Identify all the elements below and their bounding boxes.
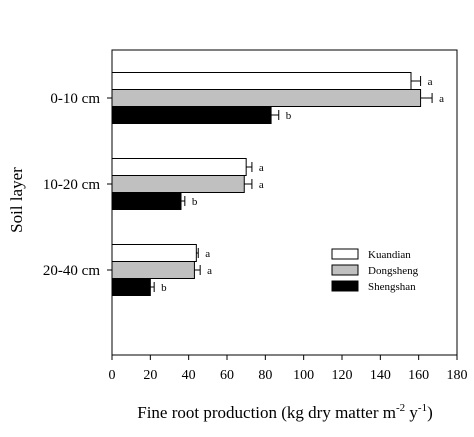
x-tick-label-4: 80 (258, 368, 272, 383)
category-label-2: 20-40 cm (43, 263, 100, 279)
legend-label-kuandian: Kuandian (368, 249, 411, 261)
x-tick-label-9: 180 (447, 368, 468, 383)
bar-kuandian-2 (111, 244, 197, 262)
x-axis-title: Fine root production (kg dry matter m-2 … (137, 402, 433, 422)
legend-label-dongsheng: Dongsheng (368, 265, 419, 277)
significance-label-kuandian-2: a (205, 248, 210, 260)
bar-kuandian-0 (111, 72, 412, 90)
x-tick-label-5: 100 (293, 368, 314, 383)
bar-shengshan-0 (111, 106, 272, 124)
x-tick-label-7: 140 (370, 368, 391, 383)
legend-label-shengshan: Shengshan (368, 281, 416, 293)
bar-dongsheng-1 (111, 175, 245, 193)
legend-swatch-kuandian (331, 248, 359, 260)
category-label-1: 10-20 cm (43, 177, 100, 193)
significance-label-dongsheng-2: a (207, 265, 212, 277)
legend-swatch-shengshan (331, 280, 359, 292)
x-tick-label-0: 0 (109, 368, 116, 383)
category-label-0: 0-10 cm (50, 91, 100, 107)
y-axis-title: Soil layer (7, 167, 26, 233)
significance-label-dongsheng-1: a (259, 179, 264, 191)
bar-dongsheng-0 (111, 89, 422, 107)
x-axis-title-part-3: ) (427, 403, 433, 422)
x-tick-label-8: 160 (408, 368, 429, 383)
x-axis-title-exp-2: -1 (418, 402, 427, 414)
x-axis-title-part-1: Fine root production (kg dry matter m (137, 403, 396, 422)
x-axis-title-part-2: y (405, 403, 418, 422)
significance-label-shengshan-0: b (286, 110, 292, 122)
x-tick-label-2: 40 (182, 368, 196, 383)
bar-dongsheng-2 (111, 261, 195, 279)
significance-label-dongsheng-0: a (439, 93, 444, 105)
bar-kuandian-1 (111, 158, 247, 176)
bar-shengshan-2 (111, 278, 151, 296)
legend-swatch-dongsheng (331, 264, 359, 276)
x-tick-label-1: 20 (143, 368, 157, 383)
bar-shengshan-1 (111, 192, 182, 210)
x-tick-label-3: 60 (220, 368, 234, 383)
significance-label-shengshan-2: b (161, 282, 167, 294)
x-tick-label-6: 120 (332, 368, 353, 383)
x-axis-title-exp-1: -2 (396, 402, 405, 414)
significance-label-kuandian-0: a (428, 76, 433, 88)
significance-label-kuandian-1: a (259, 162, 264, 174)
significance-label-shengshan-1: b (192, 196, 198, 208)
